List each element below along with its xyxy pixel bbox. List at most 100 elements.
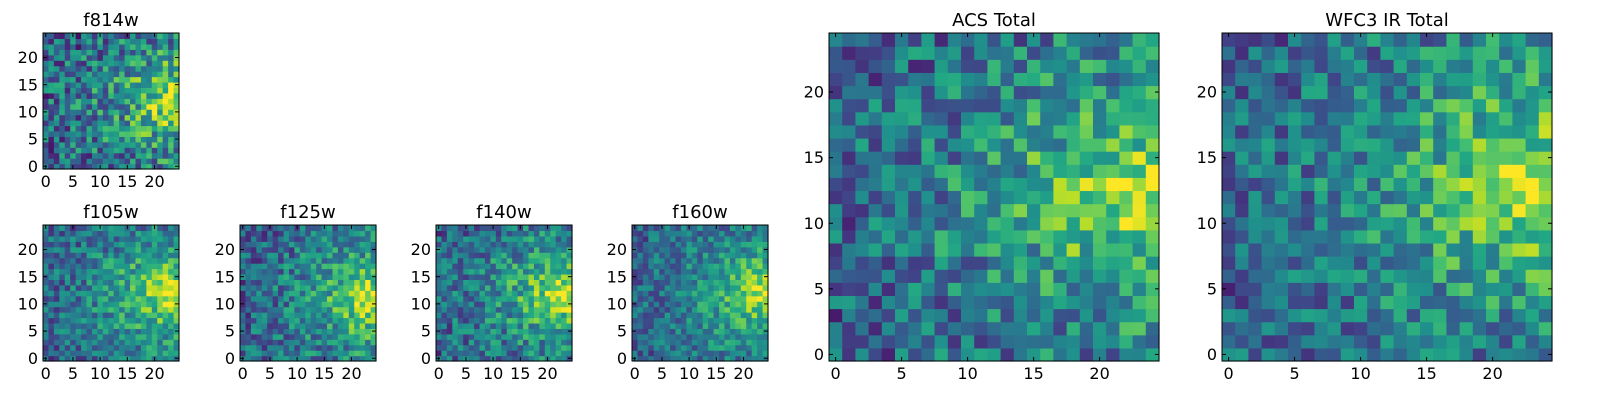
heatmap-cell	[316, 241, 323, 248]
heatmap-cell	[162, 252, 169, 259]
heatmap-cell	[501, 322, 508, 329]
heatmap-cell	[729, 295, 736, 302]
heatmap-cell	[1380, 203, 1395, 218]
heatmap-cell	[550, 328, 557, 335]
heatmap-cell	[1248, 334, 1263, 349]
heatmap-cell	[829, 124, 843, 139]
heatmap-cell	[757, 290, 764, 297]
heatmap-cell	[1000, 321, 1015, 336]
heatmap-cell	[1079, 124, 1094, 139]
heatmap-cell	[921, 190, 936, 205]
heatmap-cell	[735, 290, 742, 297]
heatmap-cell	[343, 284, 350, 291]
heatmap-cell	[1512, 216, 1527, 231]
heatmap-cell	[1119, 59, 1134, 73]
heatmap-cell	[881, 151, 896, 165]
heatmap-cell	[130, 284, 137, 291]
heatmap-cell	[446, 273, 453, 280]
heatmap-cell	[648, 290, 655, 297]
heatmap-cell	[1327, 308, 1342, 323]
heatmap-cell	[550, 230, 557, 237]
heatmap-cell	[267, 257, 274, 264]
heatmap-cell	[75, 33, 82, 40]
heatmap-cell	[479, 225, 486, 232]
heatmap-cell	[987, 59, 1002, 73]
heatmap-cell	[64, 98, 71, 105]
heatmap-cell	[48, 295, 55, 302]
heatmap-cell	[729, 350, 736, 357]
heatmap-cell	[1066, 46, 1081, 60]
heatmap-cell	[686, 295, 693, 302]
heatmap-cell	[1525, 269, 1540, 283]
heatmap-cell	[359, 257, 366, 264]
heatmap-cell	[113, 114, 120, 121]
heatmap-cell	[75, 246, 82, 253]
heatmap-cell	[691, 263, 698, 270]
heatmap-cell	[1301, 347, 1315, 362]
heatmap-cell	[256, 328, 263, 335]
heatmap-cell	[256, 284, 263, 291]
heatmap-cell	[140, 273, 147, 280]
heatmap-cell	[310, 312, 317, 319]
heatmap-cell	[130, 65, 137, 72]
heatmap-cell	[842, 321, 856, 336]
heatmap-cell	[550, 312, 557, 319]
heatmap-cell	[102, 49, 109, 56]
heatmap-cell	[974, 256, 988, 270]
heatmap-cell	[463, 350, 470, 357]
heatmap-cell	[305, 257, 312, 264]
heatmap-cell	[550, 295, 557, 302]
heatmap-cell	[1248, 177, 1263, 192]
heatmap-cell	[1525, 33, 1540, 47]
heatmap-cell	[59, 263, 66, 270]
heatmap-cell	[108, 268, 115, 275]
heatmap-cell	[359, 252, 366, 259]
heatmap-cell	[659, 230, 666, 237]
heatmap-cell	[283, 306, 290, 313]
heatmap-cell	[321, 284, 328, 291]
heatmap-cell	[868, 334, 883, 349]
heatmap-cell	[751, 279, 758, 286]
heatmap-cell	[75, 312, 82, 319]
heatmap-cell	[365, 235, 372, 242]
heatmap-cell	[305, 312, 312, 319]
heatmap-cell	[250, 257, 257, 264]
heatmap-cell	[348, 230, 355, 237]
heatmap-cell	[75, 141, 82, 148]
heatmap-cell	[321, 257, 328, 264]
heatmap-cell	[91, 339, 98, 346]
heatmap-cell	[1446, 308, 1461, 323]
heatmap-cell	[947, 72, 962, 87]
heatmap-cell	[305, 290, 312, 297]
heatmap-cell	[130, 230, 137, 237]
y-tick-label: 0	[421, 349, 431, 368]
heatmap-cell	[146, 130, 153, 137]
panel-title: f160w	[672, 202, 727, 223]
heatmap-cell	[729, 339, 736, 346]
heatmap-cell	[86, 279, 93, 286]
heatmap-cell	[157, 71, 164, 78]
heatmap-cell	[332, 230, 339, 237]
heatmap-cell	[1222, 72, 1236, 87]
heatmap-cell	[544, 290, 551, 297]
heatmap-cell	[102, 333, 109, 340]
heatmap-cell	[1486, 321, 1500, 336]
heatmap-cell	[1327, 111, 1342, 126]
heatmap-cell	[1393, 33, 1408, 47]
heatmap-cell	[119, 252, 126, 259]
heatmap-cell	[157, 38, 164, 45]
heatmap-cell	[146, 295, 153, 302]
heatmap-cell	[337, 225, 344, 232]
heatmap-cell	[934, 216, 949, 231]
heatmap-cell	[321, 350, 328, 357]
heatmap-cell	[1340, 124, 1355, 139]
heatmap-cell	[501, 246, 508, 253]
heatmap-cell	[446, 344, 453, 351]
heatmap-cell	[1380, 85, 1395, 100]
heatmap-cell	[1314, 137, 1329, 152]
heatmap-cell	[686, 301, 693, 308]
heatmap-cell	[124, 38, 131, 45]
heatmap-cell	[468, 273, 475, 280]
heatmap-cell	[348, 252, 355, 259]
